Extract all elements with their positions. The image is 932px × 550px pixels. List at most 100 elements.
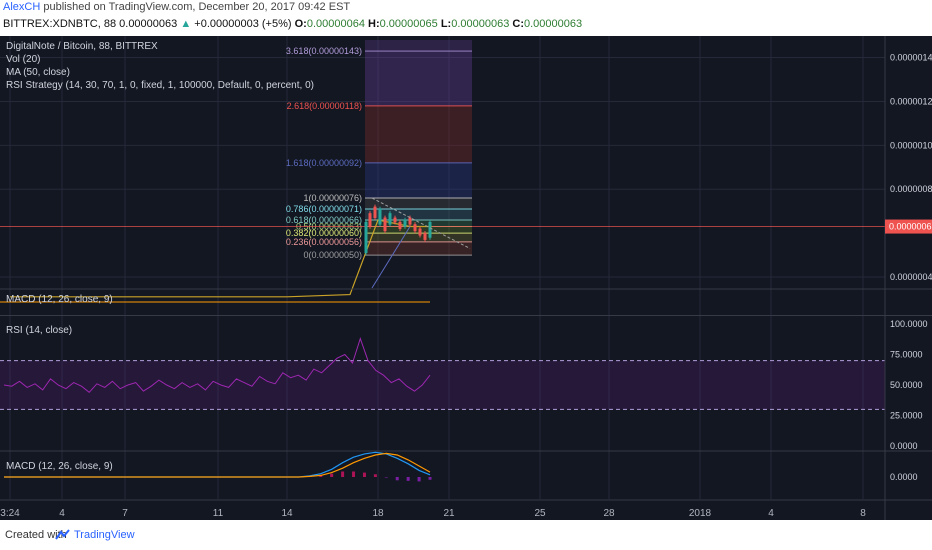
open-label: O: xyxy=(294,18,307,30)
chart-grid xyxy=(0,36,885,499)
price-candle xyxy=(423,232,427,240)
fib-level-label: 0.382(0.00000060) xyxy=(286,228,362,238)
price-candle xyxy=(373,206,377,218)
symbol-info: BITTREX:XDNBTC, 88 0.00000063 ▲ +0.00000… xyxy=(3,18,582,33)
macd-pane xyxy=(0,301,432,482)
rsi-tick-label: 50.0000 xyxy=(890,380,923,390)
rsi-band xyxy=(0,360,885,410)
projection-line xyxy=(371,197,471,249)
time-tick-label: 25 xyxy=(534,508,546,519)
time-tick-label: 4 xyxy=(768,508,774,519)
author-link[interactable]: AlexCH xyxy=(3,1,41,13)
rsi-tick-label: 75.0000 xyxy=(890,350,923,360)
price-candle xyxy=(398,221,402,229)
time-tick-label: 7 xyxy=(122,508,128,519)
low-value: 0.00000063 xyxy=(451,18,510,30)
time-tick-label: 11 xyxy=(213,508,224,519)
fib-level-label: 0.618(0.00000066) xyxy=(286,215,362,225)
price-candle xyxy=(364,221,368,254)
price-candle xyxy=(388,213,392,225)
rsi-pane xyxy=(0,337,885,410)
price-change: +0.00000003 (+5%) xyxy=(194,18,292,30)
up-arrow-icon: ▲ xyxy=(180,18,192,30)
price-candle xyxy=(383,217,387,232)
legend-vol: Vol (20) xyxy=(6,54,40,65)
tradingview-brand[interactable]: TradingView xyxy=(74,529,135,541)
legend-rsi-strategy: RSI Strategy (14, 30, 70, 1, 0, fixed, 1… xyxy=(6,80,314,91)
macd-histogram-bar xyxy=(395,477,399,481)
macd-histogram-bar xyxy=(417,477,421,482)
legend-ma: MA (50, close) xyxy=(6,67,70,78)
main-legend: DigitalNote / Bitcoin, 88, BITTREX Vol (… xyxy=(6,41,314,91)
fib-zone xyxy=(365,233,472,242)
price-candle xyxy=(418,228,422,236)
last-price: 0.00000063 xyxy=(119,18,178,30)
signal-line xyxy=(4,452,431,478)
fib-level-label: 0(0.00000050) xyxy=(303,250,362,260)
current-price-badge xyxy=(885,219,932,234)
legend-macd-2: MACD (12, 26, close, 9) xyxy=(6,461,113,472)
low-label: L: xyxy=(440,18,452,30)
fib-level-label: 0.236(0.00000056) xyxy=(286,237,362,247)
time-tick-label: 18 xyxy=(372,508,384,519)
rsi-line xyxy=(3,337,431,393)
created-with-text: Created with xyxy=(5,529,67,541)
footer: Created with TradingView xyxy=(0,520,932,550)
time-tick-label: 2018 xyxy=(689,508,712,519)
close-value: 0.00000063 xyxy=(524,18,583,30)
legend-macd-1: MACD (12, 26, close, 9) xyxy=(6,294,113,305)
price-candle xyxy=(378,208,382,225)
fib-zone xyxy=(365,162,472,199)
price-candle xyxy=(393,217,397,223)
fib-zone xyxy=(365,219,472,227)
fib-level-label: 3.618(0.00000143) xyxy=(286,46,362,56)
fib-level-label: 0.786(0.00000071) xyxy=(286,204,362,214)
price-candle xyxy=(408,217,412,225)
macd-histogram-bar xyxy=(373,474,377,477)
legend-rsi: RSI (14, close) xyxy=(6,325,72,336)
time-tick-label: 8 xyxy=(860,508,866,519)
chart-canvas[interactable]: 3.618(0.00000143) 2.618(0.00000118) 1.618(… xyxy=(0,36,932,520)
fib-level-label: 2.618(0.00000118) xyxy=(287,101,362,111)
rsi-tick-label: 100.0000 xyxy=(890,319,928,329)
rsi-tick-label: 0.0000 xyxy=(890,441,918,451)
time-tick-label: 14 xyxy=(281,508,293,519)
macd-histogram-bar xyxy=(362,472,366,477)
macd-tick-label: 0.0000 xyxy=(890,472,918,482)
time-tick-label: 4 xyxy=(59,508,65,519)
current-price-label: 0.00000063 xyxy=(889,222,932,232)
macd-histogram-bar xyxy=(406,477,410,481)
macd-histogram-bar xyxy=(319,475,323,477)
trend-line xyxy=(371,226,411,289)
fib-zone xyxy=(365,40,472,51)
fib-level-label: 1(0.00000076) xyxy=(303,193,362,203)
high-label: H: xyxy=(368,18,380,30)
time-tick-label: 28 xyxy=(603,508,615,519)
open-value: 0.00000064 xyxy=(306,18,365,30)
fib-level-label: 1.618(0.00000092) xyxy=(286,158,362,168)
fib-zone xyxy=(365,198,472,209)
fib-zone xyxy=(365,241,472,256)
macd-histogram-bar xyxy=(384,477,388,478)
symbol-line: BITTREX:XDNBTC, 88 xyxy=(3,18,117,30)
time-tick-label: 21 xyxy=(443,508,455,519)
published-text: published on TradingView.com, December 2… xyxy=(43,1,351,13)
legend-title: DigitalNote / Bitcoin, 88, BITTREX xyxy=(6,41,158,52)
fib-zone xyxy=(365,105,472,163)
price-series xyxy=(0,197,885,298)
macd-histogram-bar xyxy=(352,471,356,477)
fib-zone xyxy=(365,208,472,220)
macd-histogram-bar xyxy=(428,477,432,480)
tradingview-logo-icon xyxy=(55,529,70,540)
rsi-tick-label: 25.0000 xyxy=(890,411,923,421)
macd-histogram-bar xyxy=(330,473,334,477)
chart-background xyxy=(0,36,932,520)
price-candle xyxy=(403,219,407,227)
price-candle xyxy=(413,224,417,232)
time-tick-label: 3:24 xyxy=(0,508,20,519)
